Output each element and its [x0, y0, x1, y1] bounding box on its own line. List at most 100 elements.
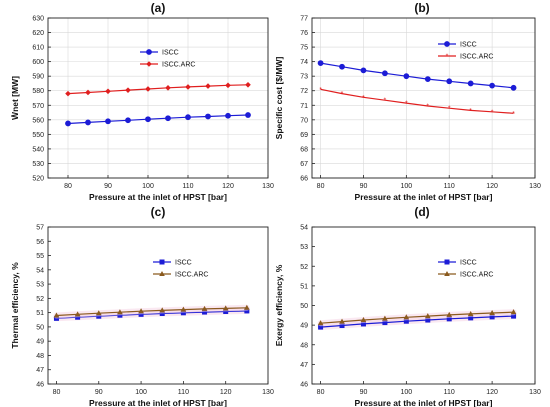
y-tick-label: 52 [36, 296, 44, 303]
x-tick-label: 100 [401, 183, 413, 190]
panel-c-thermal-efficiency: (c) 46 47 48 49 50 51 52 53 54 55 56 57 80 90 100 110 120… [10, 205, 274, 407]
data-point [65, 90, 71, 97]
data-point [446, 311, 453, 317]
data-point [145, 86, 151, 92]
data-point: * [384, 98, 387, 105]
data-point [95, 310, 102, 316]
y-tick-label: 50 [300, 303, 308, 310]
panel-a-net-power: (a) 520 530 540 550 560 570 580 590 600 610 620 630 8… [10, 1, 274, 202]
data-point [245, 112, 251, 118]
legend-label: ISCC [460, 42, 477, 49]
y-tick-label: 48 [36, 353, 44, 360]
data-point: * [512, 111, 515, 118]
y-axis-title: Exergy efficiency, % [274, 264, 284, 346]
y-tick-label: 55 [36, 253, 44, 260]
x-tick-label: 100 [142, 183, 154, 190]
y-tick-label: 53 [300, 244, 308, 251]
data-point [510, 309, 517, 315]
x-tick-label: 120 [486, 183, 498, 190]
legend-label: ISCC [162, 50, 179, 57]
data-point [165, 85, 171, 91]
data-point [382, 315, 388, 321]
x-tick-label: 130 [529, 183, 541, 190]
y-tick-label: 56 [36, 239, 44, 246]
x-tick-label: 110 [182, 183, 193, 190]
data-point [159, 307, 166, 313]
x-tick-label: 100 [135, 389, 147, 396]
data-point [138, 308, 144, 314]
y-tick-label: 50 [36, 324, 44, 331]
legend-marker [159, 259, 165, 265]
y-tick-label: 47 [300, 362, 308, 369]
y-axis-title: Ẇnet [MW] [10, 76, 20, 120]
data-point [145, 116, 151, 123]
legend-label: ISCC.ARC [460, 272, 493, 279]
data-point: * [362, 95, 365, 102]
data-point [185, 84, 191, 90]
data-point: * [491, 109, 494, 116]
legend-label: ISCC.ARC [175, 272, 208, 279]
y-tick-label: 49 [36, 339, 44, 346]
y-tick-label: 620 [32, 30, 44, 37]
y-tick-label: 46 [36, 382, 44, 389]
x-tick-label: 110 [444, 389, 455, 396]
panel-label: (c) [151, 205, 166, 219]
legend-label: ISCC [175, 260, 192, 267]
y-tick-label: 47 [36, 367, 44, 374]
x-tick-label: 80 [64, 183, 72, 190]
y-tick-label: 67 [300, 161, 308, 168]
y-tick-label: 66 [300, 176, 308, 183]
x-axis-title: Pressure at the inlet of HPST [bar] [355, 192, 493, 202]
data-point [205, 113, 211, 120]
x-tick-label: 80 [53, 389, 61, 396]
data-point [339, 318, 345, 324]
data-point [205, 83, 211, 89]
panel-label: (a) [151, 1, 166, 15]
legend-marker [444, 41, 450, 47]
x-tick-label: 100 [401, 389, 413, 396]
y-tick-label: 70 [300, 117, 308, 124]
x-axis-title: Pressure at the inlet of HPST [bar] [89, 192, 227, 202]
legend-marker [146, 49, 152, 55]
data-point [317, 60, 324, 66]
legend-marker: * [446, 54, 449, 61]
y-tick-label: 71 [300, 103, 308, 110]
data-point [222, 305, 229, 311]
x-tick-label: 130 [529, 389, 541, 396]
x-tick-label: 80 [317, 183, 325, 190]
data-point [446, 78, 453, 85]
y-tick-label: 540 [32, 146, 44, 153]
series-line [320, 88, 514, 114]
panel-d-exergy-efficiency: (d) 46 47 48 49 50 51 52 53 54 80 90 100 110 120 130 Pre… [274, 205, 541, 407]
y-tick-label: 46 [300, 382, 308, 389]
data-point [74, 311, 81, 317]
x-tick-label: 90 [360, 183, 368, 190]
y-tick-label: 74 [300, 59, 308, 66]
y-tick-label: 54 [36, 267, 44, 274]
x-axis-title: Pressure at the inlet of HPST [bar] [89, 398, 227, 407]
y-tick-label: 76 [300, 30, 308, 37]
data-point [105, 118, 111, 125]
panel-label: (b) [414, 1, 429, 15]
data-point: * [319, 87, 322, 94]
data-point [85, 119, 91, 126]
y-tick-label: 51 [36, 310, 44, 317]
data-point [467, 310, 474, 316]
data-point [117, 309, 123, 315]
legend-label: ISCC.ARC [162, 62, 195, 69]
legend-label: ISCC [460, 260, 477, 267]
x-tick-label: 90 [104, 183, 112, 190]
y-tick-label: 580 [32, 88, 44, 95]
data-point [244, 304, 250, 310]
series-line [56, 307, 247, 317]
y-tick-label: 630 [32, 16, 44, 23]
data-point [360, 67, 367, 74]
x-tick-label: 120 [486, 389, 498, 396]
x-tick-label: 80 [317, 389, 325, 396]
data-point [165, 115, 171, 122]
data-point [510, 84, 517, 91]
data-point [85, 89, 91, 96]
x-tick-label: 120 [222, 183, 234, 190]
series-line [320, 311, 514, 324]
y-tick-label: 570 [32, 103, 44, 110]
